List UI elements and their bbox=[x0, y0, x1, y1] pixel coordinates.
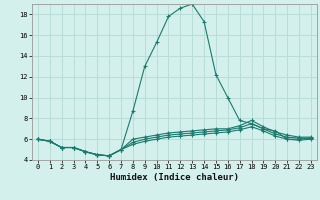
X-axis label: Humidex (Indice chaleur): Humidex (Indice chaleur) bbox=[110, 173, 239, 182]
